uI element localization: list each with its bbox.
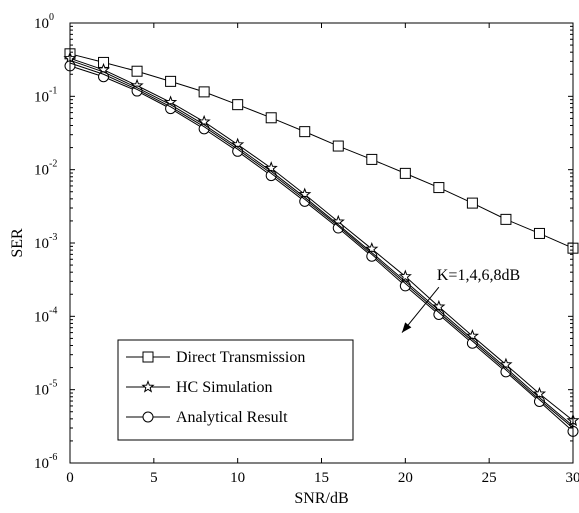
circle-marker bbox=[433, 308, 445, 320]
y-tick-label: 10-2 bbox=[34, 159, 57, 179]
x-axis-label: SNR/dB bbox=[294, 490, 348, 507]
y-tick-label: 10-1 bbox=[34, 85, 57, 105]
square-marker bbox=[265, 112, 277, 124]
legend-label: Direct Transmission bbox=[176, 349, 305, 366]
square-marker bbox=[165, 75, 177, 87]
series-line bbox=[69, 59, 574, 427]
annotation-arrow-head bbox=[401, 322, 412, 333]
y-tick-label: 10-4 bbox=[34, 305, 57, 325]
y-tick-base: 10 bbox=[34, 309, 49, 325]
y-tick-label: 10-3 bbox=[34, 232, 57, 252]
series-4 bbox=[69, 62, 574, 429]
y-tick-exp: -4 bbox=[49, 305, 57, 316]
legend-entry: Direct Transmission bbox=[126, 349, 305, 366]
x-tick-label: 25 bbox=[482, 470, 497, 486]
y-tick-exp: -3 bbox=[49, 232, 57, 243]
square-marker bbox=[466, 197, 478, 209]
circle-marker bbox=[466, 337, 478, 349]
y-tick-exp: -2 bbox=[49, 159, 57, 170]
square-marker bbox=[142, 351, 154, 363]
y-tick-base: 10 bbox=[34, 89, 49, 105]
series-line bbox=[69, 53, 574, 249]
series-line bbox=[69, 65, 574, 432]
y-tick-exp: -1 bbox=[49, 85, 57, 96]
legend-entry: Analytical Result bbox=[126, 409, 288, 426]
y-tick-base: 10 bbox=[34, 16, 49, 32]
y-tick-base: 10 bbox=[34, 163, 49, 179]
y-tick-exp: 0 bbox=[49, 12, 54, 23]
circle-marker bbox=[332, 222, 344, 234]
y-tick-exp: -6 bbox=[49, 452, 57, 463]
y-tick-base: 10 bbox=[34, 456, 49, 472]
square-marker bbox=[232, 99, 244, 111]
series-3 bbox=[69, 59, 574, 427]
y-tick-label: 10-5 bbox=[34, 379, 57, 399]
square-marker bbox=[500, 213, 512, 225]
star-marker bbox=[141, 380, 155, 393]
legend-label: Analytical Result bbox=[176, 409, 288, 426]
square-marker bbox=[366, 153, 378, 165]
y-tick-exp: -5 bbox=[49, 379, 57, 390]
x-tick-label: 30 bbox=[566, 470, 579, 486]
annotation-label: K=1,4,6,8dB bbox=[437, 267, 520, 284]
legend: Direct Transmission HC Simulation Analytic… bbox=[117, 339, 354, 441]
series-0 bbox=[64, 48, 579, 254]
legend-label: HC Simulation bbox=[176, 379, 272, 396]
y-tick-base: 10 bbox=[34, 383, 49, 399]
square-marker bbox=[299, 126, 311, 138]
y-tick-label: 100 bbox=[34, 12, 54, 32]
x-tick-label: 10 bbox=[230, 470, 245, 486]
series-line bbox=[69, 57, 574, 421]
y-axis-label: SER bbox=[9, 228, 26, 258]
square-marker bbox=[332, 140, 344, 152]
square-marker bbox=[131, 65, 143, 77]
series-line bbox=[69, 62, 574, 429]
y-tick-base: 10 bbox=[34, 236, 49, 252]
square-marker bbox=[399, 167, 411, 179]
star-marker bbox=[398, 269, 412, 283]
square-marker bbox=[433, 182, 445, 194]
circle-marker bbox=[142, 411, 154, 423]
x-tick-label: 5 bbox=[150, 470, 158, 486]
x-tick-label: 0 bbox=[66, 470, 74, 486]
x-tick-label: 15 bbox=[314, 470, 329, 486]
y-tick-label: 10-6 bbox=[34, 452, 57, 472]
x-tick-label: 20 bbox=[398, 470, 413, 486]
annotation-group: K=1,4,6,8dB bbox=[401, 267, 520, 333]
square-marker bbox=[533, 227, 545, 239]
legend-entry: HC Simulation bbox=[126, 379, 272, 396]
square-marker bbox=[198, 86, 210, 98]
